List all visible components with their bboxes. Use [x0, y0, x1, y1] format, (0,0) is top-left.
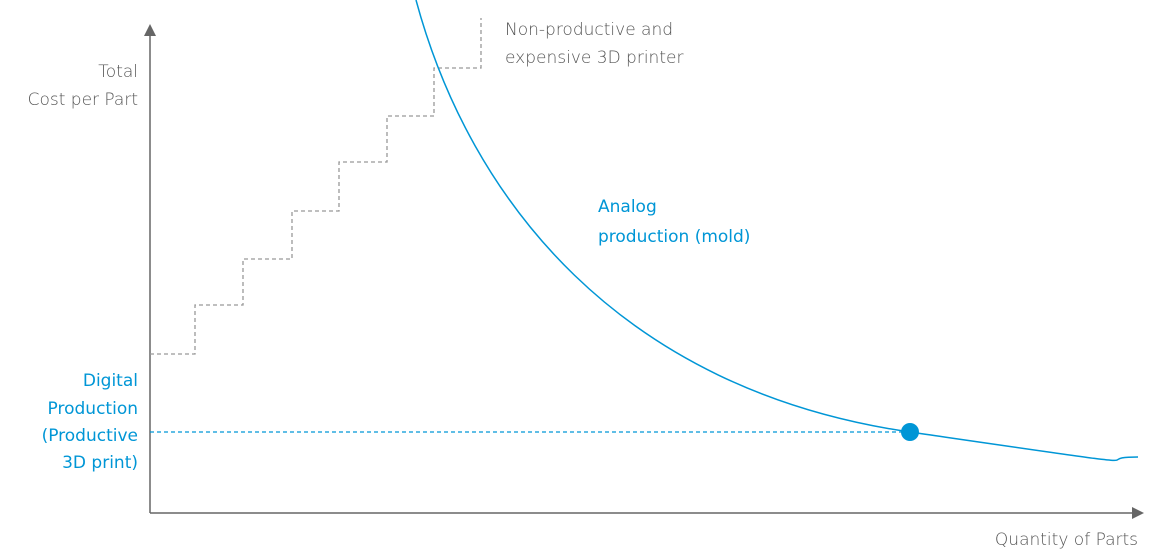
y-axis-label: Total — [98, 62, 138, 82]
level-label: Digital — [83, 371, 138, 391]
intersection-dot — [901, 423, 919, 441]
step-line — [150, 18, 482, 355]
level-label: (Productive — [42, 426, 138, 446]
x-axis-label: Quantity of Parts — [995, 530, 1138, 550]
curve-label: production (mold) — [598, 227, 750, 247]
cost-curve — [415, 0, 1139, 462]
level-label: 3D print) — [62, 453, 138, 473]
level-label: Production — [48, 399, 138, 419]
step-label: expensive 3D printer — [505, 48, 683, 68]
curve-label: Analog — [598, 197, 657, 217]
y-axis-label: Cost per Part — [28, 90, 138, 110]
step-label: Non-productive and — [505, 20, 673, 40]
